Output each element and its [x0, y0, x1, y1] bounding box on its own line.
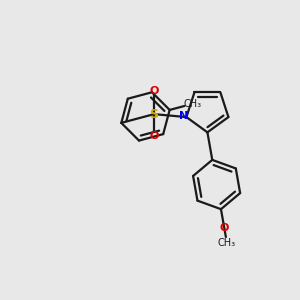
Text: O: O [220, 223, 229, 233]
Text: O: O [149, 131, 159, 141]
Text: S: S [149, 108, 158, 121]
Text: CH₃: CH₃ [183, 99, 202, 109]
Text: CH₃: CH₃ [218, 238, 236, 248]
Text: O: O [149, 86, 159, 97]
Text: N: N [179, 112, 189, 122]
